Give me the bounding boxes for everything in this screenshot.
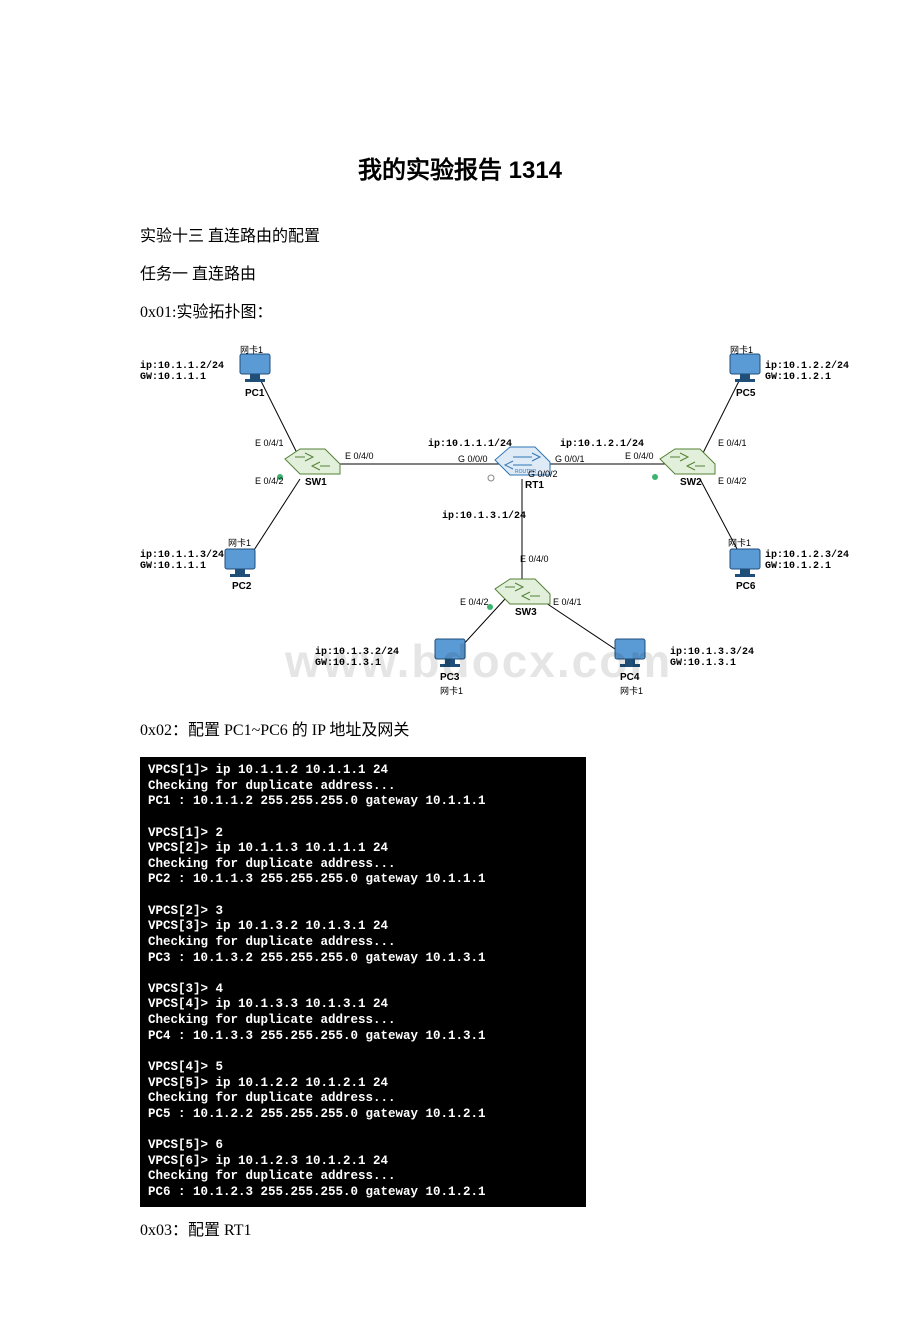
terminal-output: VPCS[1]> ip 10.1.1.2 10.1.1.1 24 Checkin… xyxy=(140,757,586,1207)
sw1-label: SW1 xyxy=(305,477,327,488)
sw2-port-e042: E 0/4/2 xyxy=(718,476,747,486)
pc3-nic-label: 网卡1 xyxy=(440,684,463,697)
sw1-port-e041: E 0/4/1 xyxy=(255,438,284,448)
rt1-ip-g2: ip:10.1.3.1/24 xyxy=(442,511,526,522)
page-title: 我的实验报告 1314 xyxy=(140,150,780,185)
pc2-ip-label: ip:10.1.1.3/24 GW:10.1.1.1 xyxy=(140,550,224,572)
pc4-ip-label: ip:10.1.3.3/24 GW:10.1.3.1 xyxy=(670,647,754,669)
pc1-ip-label: ip:10.1.1.2/24 GW:10.1.1.1 xyxy=(140,361,224,383)
pc5-label: PC5 xyxy=(736,388,755,399)
sw1-port-e042: E 0/4/2 xyxy=(255,476,284,486)
rt1-port-g000: G 0/0/0 xyxy=(458,454,488,464)
section-heading-1: 实验十三 直连路由的配置 xyxy=(140,225,780,249)
sw3-port-e042: E 0/4/2 xyxy=(460,597,489,607)
sw3-port-e041: E 0/4/1 xyxy=(553,597,582,607)
rt1-label: RT1 xyxy=(525,480,544,491)
topology-diagram: ROUTER 网卡1 ip:10.1.1.2/24 GW:10.1.1.1 PC… xyxy=(140,339,840,699)
sw2-port-e040: E 0/4/0 xyxy=(625,451,654,461)
pc1-nic-label: 网卡1 xyxy=(240,343,263,356)
pc3-ip-label: ip:10.1.3.2/24 GW:10.1.3.1 xyxy=(315,647,399,669)
pc2-label: PC2 xyxy=(232,581,251,592)
pc2-nic-label: 网卡1 xyxy=(228,536,251,549)
section-heading-2: 任务一 直连路由 xyxy=(140,263,780,287)
pc5-nic-label: 网卡1 xyxy=(730,343,753,356)
sw1-port-e040: E 0/4/0 xyxy=(345,451,374,461)
step-heading-1: 0x01:实验拓扑图： xyxy=(140,301,780,325)
sw3-port-e040: E 0/4/0 xyxy=(520,554,549,564)
pc6-nic-label: 网卡1 xyxy=(728,536,751,549)
pc6-label: PC6 xyxy=(736,581,755,592)
pc1-label: PC1 xyxy=(245,388,264,399)
step-heading-3: 0x03：配置 RT1 xyxy=(140,1219,780,1243)
sw3-label: SW3 xyxy=(515,607,537,618)
rt1-ip-g1: ip:10.1.2.1/24 xyxy=(560,439,644,450)
step-heading-2: 0x02：配置 PC1~PC6 的 IP 地址及网关 xyxy=(140,719,780,743)
pc4-label: PC4 xyxy=(620,672,639,683)
pc6-ip-label: ip:10.1.2.3/24 GW:10.1.2.1 xyxy=(765,550,849,572)
rt1-ip-g0: ip:10.1.1.1/24 xyxy=(428,439,512,450)
rt1-port-g001: G 0/0/1 xyxy=(555,454,585,464)
rt1-port-g002: G 0/0/2 xyxy=(528,469,558,479)
sw2-port-e041: E 0/4/1 xyxy=(718,438,747,448)
pc4-nic-label: 网卡1 xyxy=(620,684,643,697)
pc5-ip-label: ip:10.1.2.2/24 GW:10.1.2.1 xyxy=(765,361,849,383)
pc3-label: PC3 xyxy=(440,672,459,683)
sw2-label: SW2 xyxy=(680,477,702,488)
